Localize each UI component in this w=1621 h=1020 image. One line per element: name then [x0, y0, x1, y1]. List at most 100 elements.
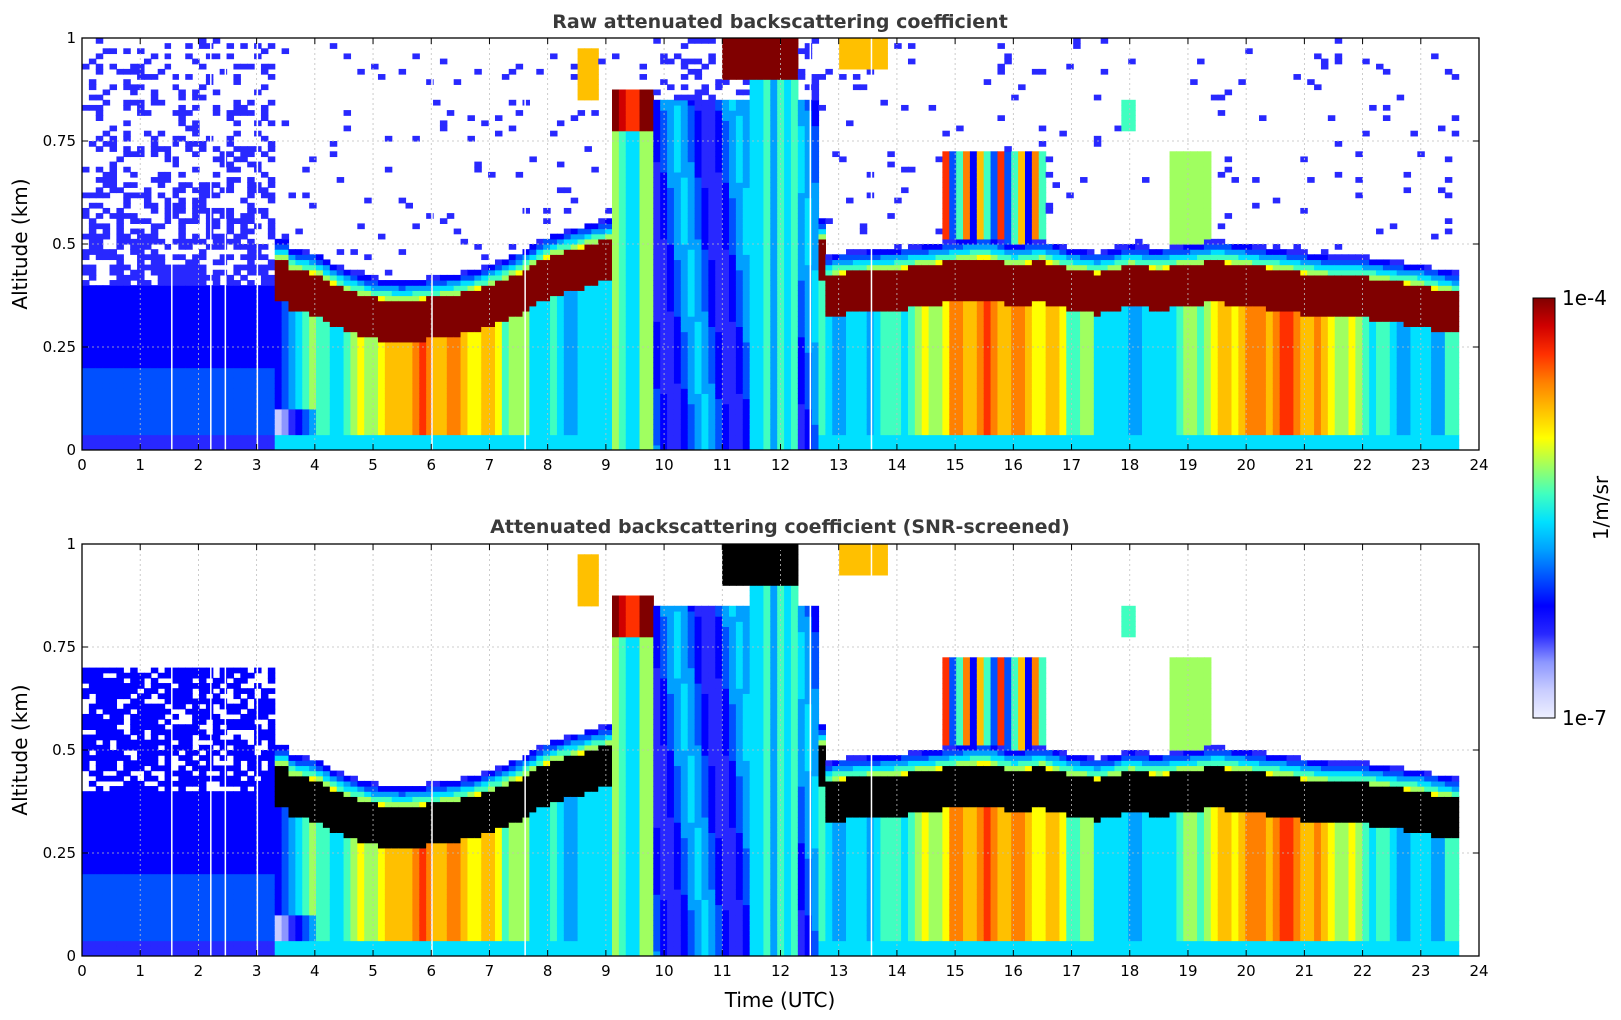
heatmap-cell — [260, 244, 269, 250]
heatmap-cell — [82, 285, 90, 291]
heatmap-cell — [95, 249, 104, 255]
heatmap-cell — [501, 357, 510, 364]
heatmap-cell — [694, 305, 703, 312]
heatmap-cell — [577, 295, 586, 302]
heatmap-cell — [116, 429, 124, 436]
heatmap-cell — [680, 408, 689, 415]
heatmap-cell — [157, 341, 166, 348]
heatmap-cell — [164, 290, 173, 297]
heatmap-cell — [474, 357, 482, 364]
heatmap-cell — [481, 367, 489, 374]
heatmap-cell — [501, 326, 510, 333]
heatmap-cell — [735, 383, 744, 389]
heatmap-cell — [350, 393, 358, 400]
heatmap-cell — [316, 295, 324, 302]
heatmap-cell — [453, 377, 462, 384]
heatmap-cell — [240, 290, 248, 297]
heatmap-cell — [605, 444, 613, 450]
heatmap-cell — [116, 398, 124, 405]
heatmap-cell — [612, 259, 620, 266]
heatmap-cell — [398, 439, 407, 446]
heatmap-cell — [123, 79, 131, 85]
heatmap-cell — [673, 254, 682, 261]
heatmap-cell — [756, 171, 765, 178]
heatmap-cell — [391, 408, 400, 415]
heatmap-cell — [426, 341, 434, 348]
heatmap-cell — [481, 377, 489, 384]
heatmap-cell — [729, 280, 737, 286]
heatmap-cell — [164, 326, 173, 333]
heatmap-cell — [329, 429, 338, 436]
heatmap-cell — [143, 347, 152, 353]
heatmap-cell — [260, 362, 269, 369]
heatmap-cell — [302, 429, 310, 436]
heatmap-cell — [529, 408, 537, 415]
heatmap-cell — [439, 218, 448, 224]
heatmap-cell — [219, 310, 228, 317]
heatmap-cell — [302, 310, 310, 317]
heatmap-cell — [219, 357, 228, 364]
heatmap-cell — [543, 336, 551, 343]
heatmap-cell — [199, 352, 207, 358]
heatmap-cell — [618, 408, 627, 415]
heatmap-cell — [646, 398, 654, 405]
heatmap-cell — [192, 280, 200, 286]
heatmap-cell — [667, 161, 675, 168]
heatmap-cell — [405, 398, 413, 405]
heatmap-cell — [646, 94, 654, 101]
heatmap-cell — [95, 362, 104, 369]
heatmap-cell — [756, 161, 765, 168]
heatmap-cell — [343, 316, 352, 322]
heatmap-cell — [494, 403, 503, 410]
heatmap-cell — [742, 38, 751, 44]
heatmap-cell — [412, 372, 420, 379]
heatmap-cell — [357, 223, 365, 230]
heatmap-cell — [350, 419, 358, 425]
heatmap-cell — [694, 295, 703, 302]
heatmap-cell — [591, 362, 599, 369]
heatmap-cell — [735, 310, 744, 317]
heatmap-cell — [267, 429, 276, 436]
heatmap-cell — [137, 269, 145, 276]
heatmap-cell — [357, 434, 365, 441]
heatmap-cell — [474, 413, 482, 420]
heatmap-cell — [267, 192, 276, 199]
heatmap-cell — [88, 398, 97, 405]
heatmap-cell — [281, 244, 290, 250]
heatmap-cell — [164, 372, 173, 379]
heatmap-cell — [412, 336, 420, 343]
heatmap-cell — [240, 372, 248, 379]
heatmap-cell — [460, 280, 469, 286]
heatmap-cell — [205, 244, 214, 250]
heatmap-cell — [508, 290, 517, 297]
heatmap-cell — [157, 336, 166, 343]
heatmap-cell — [247, 403, 255, 410]
heatmap-cell — [219, 295, 228, 302]
heatmap-cell — [426, 321, 434, 327]
heatmap-cell — [749, 413, 758, 420]
heatmap-cell — [185, 403, 193, 410]
heatmap-cell — [130, 439, 138, 446]
heatmap-cell — [673, 187, 682, 194]
heatmap-cell — [756, 367, 765, 374]
heatmap-cell — [102, 305, 111, 312]
heatmap-cell — [701, 197, 709, 204]
heatmap-cell — [563, 388, 572, 394]
heatmap-cell — [309, 285, 317, 291]
heatmap-cell — [680, 264, 689, 271]
heatmap-cell — [357, 413, 365, 420]
heatmap-cell — [735, 367, 744, 374]
heatmap-cell — [329, 352, 338, 358]
heatmap-cell — [515, 63, 524, 70]
heatmap-cell — [508, 264, 517, 271]
heatmap-cell — [226, 336, 235, 343]
heatmap-cell — [199, 326, 207, 333]
heatmap-cell — [501, 347, 510, 353]
heatmap-cell — [536, 259, 544, 266]
heatmap-cell — [556, 403, 565, 410]
heatmap-cell — [377, 413, 386, 420]
heatmap-cell — [550, 321, 558, 327]
heatmap-cell — [680, 141, 689, 147]
heatmap-cell — [584, 84, 592, 91]
heatmap-cell — [350, 388, 358, 394]
